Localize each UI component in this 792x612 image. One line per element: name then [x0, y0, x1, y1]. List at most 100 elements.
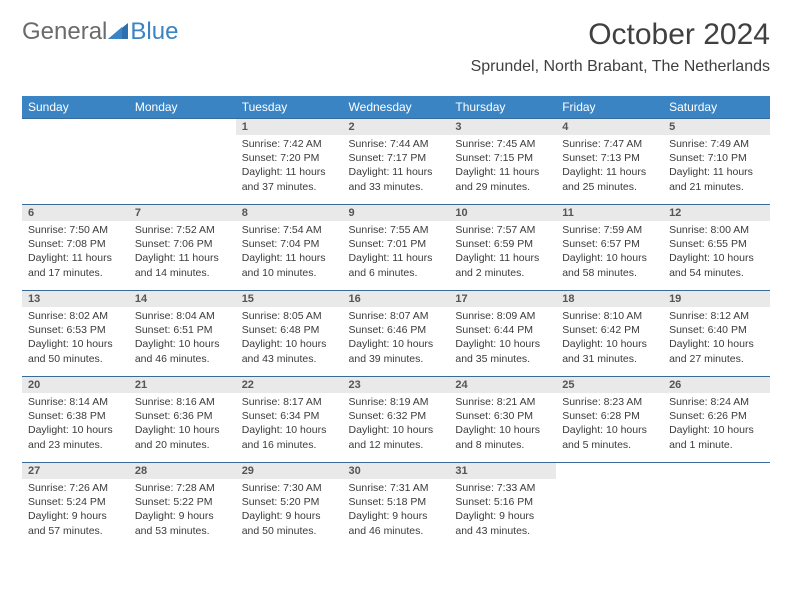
day-details: Sunrise: 7:30 AMSunset: 5:20 PMDaylight:… — [236, 479, 343, 542]
brand-part1: General — [22, 18, 107, 46]
day-details: Sunrise: 7:55 AMSunset: 7:01 PMDaylight:… — [343, 221, 450, 284]
calendar-cell: 22Sunrise: 8:17 AMSunset: 6:34 PMDayligh… — [236, 376, 343, 462]
day-details: Sunrise: 8:23 AMSunset: 6:28 PMDaylight:… — [556, 393, 663, 456]
day-number: 30 — [343, 462, 450, 479]
calendar-cell: 21Sunrise: 8:16 AMSunset: 6:36 PMDayligh… — [129, 376, 236, 462]
day-details: Sunrise: 7:33 AMSunset: 5:16 PMDaylight:… — [449, 479, 556, 542]
brand-part2: Blue — [130, 18, 178, 46]
calendar-cell: 18Sunrise: 8:10 AMSunset: 6:42 PMDayligh… — [556, 290, 663, 376]
calendar-table: SundayMondayTuesdayWednesdayThursdayFrid… — [22, 96, 770, 548]
calendar-cell-empty — [129, 118, 236, 204]
day-number: 11 — [556, 204, 663, 221]
weekday-header: Saturday — [663, 96, 770, 118]
calendar-cell: 12Sunrise: 8:00 AMSunset: 6:55 PMDayligh… — [663, 204, 770, 290]
day-number: 21 — [129, 376, 236, 393]
calendar-cell: 15Sunrise: 8:05 AMSunset: 6:48 PMDayligh… — [236, 290, 343, 376]
calendar-cell: 11Sunrise: 7:59 AMSunset: 6:57 PMDayligh… — [556, 204, 663, 290]
calendar-row: 6Sunrise: 7:50 AMSunset: 7:08 PMDaylight… — [22, 204, 770, 290]
calendar-cell: 13Sunrise: 8:02 AMSunset: 6:53 PMDayligh… — [22, 290, 129, 376]
day-details: Sunrise: 8:00 AMSunset: 6:55 PMDaylight:… — [663, 221, 770, 284]
day-number: 17 — [449, 290, 556, 307]
page-header: General Blue October 2024 Sprundel, Nort… — [22, 18, 770, 90]
day-number: 8 — [236, 204, 343, 221]
day-number: 13 — [22, 290, 129, 307]
day-number: 23 — [343, 376, 450, 393]
calendar-cell: 1Sunrise: 7:42 AMSunset: 7:20 PMDaylight… — [236, 118, 343, 204]
day-details: Sunrise: 7:50 AMSunset: 7:08 PMDaylight:… — [22, 221, 129, 284]
day-details: Sunrise: 8:19 AMSunset: 6:32 PMDaylight:… — [343, 393, 450, 456]
calendar-cell: 2Sunrise: 7:44 AMSunset: 7:17 PMDaylight… — [343, 118, 450, 204]
calendar-cell: 23Sunrise: 8:19 AMSunset: 6:32 PMDayligh… — [343, 376, 450, 462]
weekday-header: Wednesday — [343, 96, 450, 118]
calendar-cell-empty — [556, 462, 663, 548]
calendar-cell: 6Sunrise: 7:50 AMSunset: 7:08 PMDaylight… — [22, 204, 129, 290]
day-details: Sunrise: 8:24 AMSunset: 6:26 PMDaylight:… — [663, 393, 770, 456]
calendar-cell: 14Sunrise: 8:04 AMSunset: 6:51 PMDayligh… — [129, 290, 236, 376]
calendar-cell: 19Sunrise: 8:12 AMSunset: 6:40 PMDayligh… — [663, 290, 770, 376]
day-details: Sunrise: 8:21 AMSunset: 6:30 PMDaylight:… — [449, 393, 556, 456]
calendar-cell: 3Sunrise: 7:45 AMSunset: 7:15 PMDaylight… — [449, 118, 556, 204]
calendar-cell-empty — [22, 118, 129, 204]
day-number: 31 — [449, 462, 556, 479]
day-details: Sunrise: 8:05 AMSunset: 6:48 PMDaylight:… — [236, 307, 343, 370]
calendar-cell: 5Sunrise: 7:49 AMSunset: 7:10 PMDaylight… — [663, 118, 770, 204]
day-details: Sunrise: 8:04 AMSunset: 6:51 PMDaylight:… — [129, 307, 236, 370]
day-number: 12 — [663, 204, 770, 221]
weekday-header: Monday — [129, 96, 236, 118]
day-details: Sunrise: 7:42 AMSunset: 7:20 PMDaylight:… — [236, 135, 343, 198]
calendar-row: 13Sunrise: 8:02 AMSunset: 6:53 PMDayligh… — [22, 290, 770, 376]
calendar-cell: 25Sunrise: 8:23 AMSunset: 6:28 PMDayligh… — [556, 376, 663, 462]
day-number: 9 — [343, 204, 450, 221]
day-details: Sunrise: 7:47 AMSunset: 7:13 PMDaylight:… — [556, 135, 663, 198]
day-details: Sunrise: 8:07 AMSunset: 6:46 PMDaylight:… — [343, 307, 450, 370]
day-details: Sunrise: 7:26 AMSunset: 5:24 PMDaylight:… — [22, 479, 129, 542]
day-number: 27 — [22, 462, 129, 479]
calendar-cell: 27Sunrise: 7:26 AMSunset: 5:24 PMDayligh… — [22, 462, 129, 548]
day-number: 24 — [449, 376, 556, 393]
day-details: Sunrise: 7:52 AMSunset: 7:06 PMDaylight:… — [129, 221, 236, 284]
day-number: 19 — [663, 290, 770, 307]
calendar-cell: 29Sunrise: 7:30 AMSunset: 5:20 PMDayligh… — [236, 462, 343, 548]
day-number: 6 — [22, 204, 129, 221]
day-number: 2 — [343, 118, 450, 135]
calendar-cell: 24Sunrise: 8:21 AMSunset: 6:30 PMDayligh… — [449, 376, 556, 462]
calendar-head: SundayMondayTuesdayWednesdayThursdayFrid… — [22, 96, 770, 118]
day-number: 7 — [129, 204, 236, 221]
calendar-row: 27Sunrise: 7:26 AMSunset: 5:24 PMDayligh… — [22, 462, 770, 548]
calendar-cell-empty — [663, 462, 770, 548]
calendar-cell: 9Sunrise: 7:55 AMSunset: 7:01 PMDaylight… — [343, 204, 450, 290]
calendar-cell: 8Sunrise: 7:54 AMSunset: 7:04 PMDaylight… — [236, 204, 343, 290]
calendar-cell: 28Sunrise: 7:28 AMSunset: 5:22 PMDayligh… — [129, 462, 236, 548]
day-details: Sunrise: 8:09 AMSunset: 6:44 PMDaylight:… — [449, 307, 556, 370]
calendar-cell: 7Sunrise: 7:52 AMSunset: 7:06 PMDaylight… — [129, 204, 236, 290]
day-number: 20 — [22, 376, 129, 393]
weekday-header: Thursday — [449, 96, 556, 118]
month-title: October 2024 — [471, 18, 770, 52]
day-details: Sunrise: 8:14 AMSunset: 6:38 PMDaylight:… — [22, 393, 129, 456]
location-subtitle: Sprundel, North Brabant, The Netherlands — [471, 58, 770, 76]
day-details: Sunrise: 7:59 AMSunset: 6:57 PMDaylight:… — [556, 221, 663, 284]
day-number: 29 — [236, 462, 343, 479]
day-details: Sunrise: 7:49 AMSunset: 7:10 PMDaylight:… — [663, 135, 770, 198]
calendar-cell: 20Sunrise: 8:14 AMSunset: 6:38 PMDayligh… — [22, 376, 129, 462]
calendar-cell: 30Sunrise: 7:31 AMSunset: 5:18 PMDayligh… — [343, 462, 450, 548]
day-details: Sunrise: 7:31 AMSunset: 5:18 PMDaylight:… — [343, 479, 450, 542]
day-number: 10 — [449, 204, 556, 221]
day-details: Sunrise: 7:45 AMSunset: 7:15 PMDaylight:… — [449, 135, 556, 198]
day-details: Sunrise: 7:54 AMSunset: 7:04 PMDaylight:… — [236, 221, 343, 284]
calendar-cell: 16Sunrise: 8:07 AMSunset: 6:46 PMDayligh… — [343, 290, 450, 376]
day-details: Sunrise: 7:57 AMSunset: 6:59 PMDaylight:… — [449, 221, 556, 284]
day-number: 4 — [556, 118, 663, 135]
calendar-row: 20Sunrise: 8:14 AMSunset: 6:38 PMDayligh… — [22, 376, 770, 462]
weekday-header: Sunday — [22, 96, 129, 118]
day-details: Sunrise: 7:44 AMSunset: 7:17 PMDaylight:… — [343, 135, 450, 198]
day-number: 26 — [663, 376, 770, 393]
calendar-cell: 26Sunrise: 8:24 AMSunset: 6:26 PMDayligh… — [663, 376, 770, 462]
calendar-row: 1Sunrise: 7:42 AMSunset: 7:20 PMDaylight… — [22, 118, 770, 204]
day-number: 18 — [556, 290, 663, 307]
logo-triangle-icon — [108, 18, 128, 46]
day-number: 14 — [129, 290, 236, 307]
weekday-header: Tuesday — [236, 96, 343, 118]
day-number: 28 — [129, 462, 236, 479]
day-details: Sunrise: 8:12 AMSunset: 6:40 PMDaylight:… — [663, 307, 770, 370]
